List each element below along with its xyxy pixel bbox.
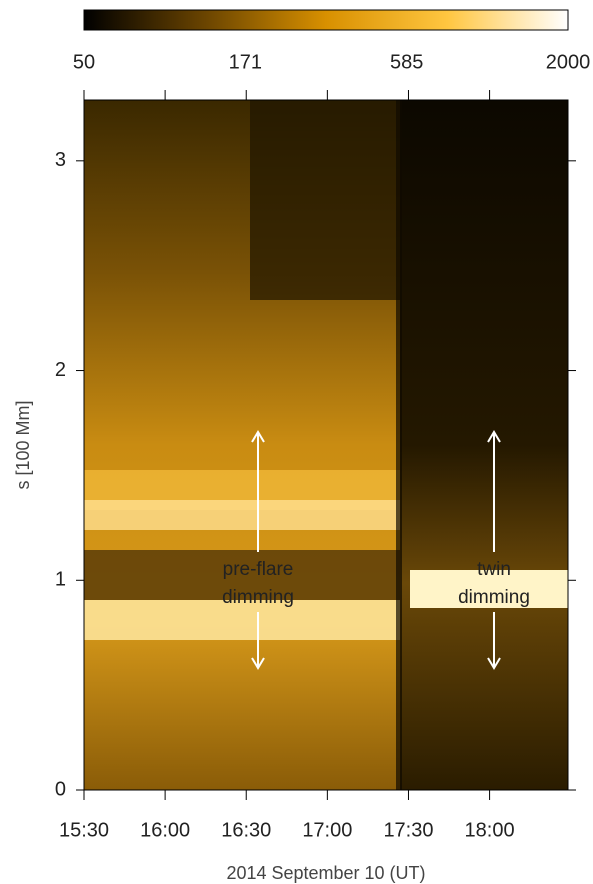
x-tick-label: 16:00: [140, 819, 190, 841]
annotation: twin: [477, 559, 511, 580]
plot-image: [84, 100, 568, 790]
colorbar-tick-label: 2000: [546, 51, 591, 73]
annotation: dimming: [222, 587, 294, 608]
x-tick-label: 17:00: [302, 819, 352, 841]
colorbar-tick-label: 50: [73, 51, 95, 73]
y-tick-label: 0: [55, 778, 66, 800]
annotation: pre-flare: [223, 559, 294, 580]
x-tick-label: 16:30: [221, 819, 271, 841]
figure: pre-flare dimming twin dimming 2014 Sept…: [0, 0, 593, 884]
x-tick-label: 15:30: [59, 819, 109, 841]
y-tick-label: 1: [55, 569, 66, 591]
x-tick-label: 17:30: [383, 819, 433, 841]
annotation: dimming: [458, 587, 530, 608]
colorbar-tick-label: 585: [390, 51, 423, 73]
x-tick-label: 18:00: [465, 819, 515, 841]
colorbar-tick-label: 171: [229, 51, 262, 73]
y-tick-label: 3: [55, 149, 66, 171]
x-axis-label: 2014 September 10 (UT): [226, 863, 425, 883]
y-axis-label: s [100 Mm]: [13, 400, 33, 489]
colorbar: [84, 10, 568, 30]
y-tick-label: 2: [55, 359, 66, 381]
